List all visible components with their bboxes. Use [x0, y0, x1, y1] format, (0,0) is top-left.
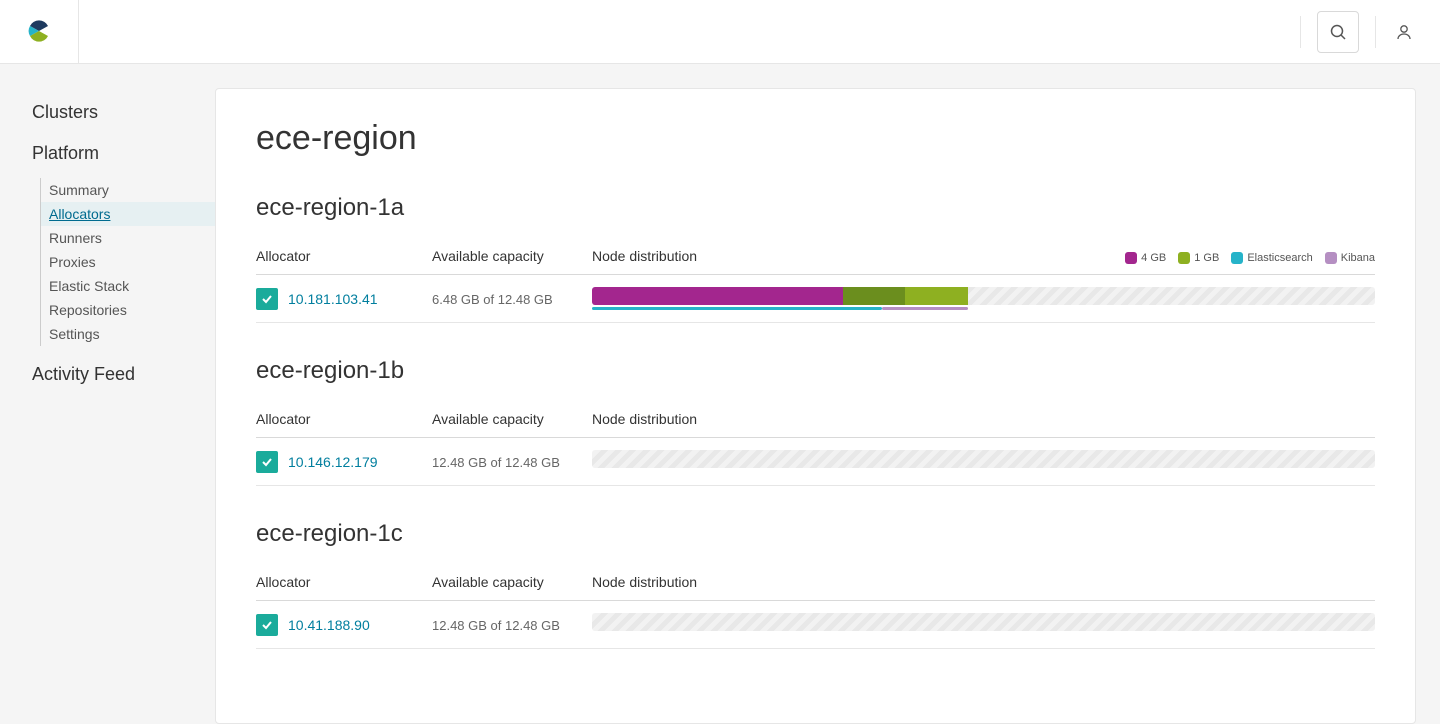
- legend-1gb: 1 GB: [1178, 252, 1219, 264]
- status-ok-badge: [256, 614, 278, 636]
- header-divider: [1300, 16, 1301, 48]
- col-header-distribution: Node distribution 4 GB 1 GB Elasticsearc…: [592, 240, 1375, 275]
- distribution-segment: [905, 287, 968, 305]
- logo[interactable]: [0, 0, 79, 64]
- status-ok-badge: [256, 451, 278, 473]
- elastic-logo-icon: [26, 19, 52, 45]
- page-title: ece-region: [256, 119, 1375, 158]
- check-icon: [260, 292, 274, 306]
- distribution-underline: [882, 307, 968, 310]
- col-header-allocator: Allocator: [256, 240, 432, 275]
- zone-block: ece-region-1b Allocator Available capaci…: [256, 357, 1375, 486]
- zone-block: ece-region-1c Allocator Available capaci…: [256, 520, 1375, 649]
- col-header-allocator: Allocator: [256, 566, 432, 601]
- allocator-row: 10.181.103.41 6.48 GB of 12.48 GB: [256, 275, 1375, 323]
- nav-sub-proxies[interactable]: Proxies: [41, 250, 215, 274]
- distribution-underline: [592, 307, 882, 310]
- available-capacity: 12.48 GB of 12.48 GB: [432, 455, 560, 470]
- header: [0, 0, 1440, 64]
- check-icon: [260, 618, 274, 632]
- nav-sub-allocators[interactable]: Allocators: [41, 202, 215, 226]
- search-icon: [1329, 23, 1347, 41]
- col-header-distribution: Node distribution: [592, 403, 1375, 438]
- col-header-capacity: Available capacity: [432, 566, 592, 601]
- col-header-capacity: Available capacity: [432, 240, 592, 275]
- col-header-distribution: Node distribution: [592, 566, 1375, 601]
- user-icon: [1395, 23, 1413, 41]
- allocator-link[interactable]: 10.181.103.41: [288, 291, 378, 307]
- allocator-table: Allocator Available capacity Node distri…: [256, 403, 1375, 486]
- nav-sub-runners[interactable]: Runners: [41, 226, 215, 250]
- nav-platform[interactable]: Platform: [0, 133, 215, 174]
- check-icon: [260, 455, 274, 469]
- legend-elasticsearch: Elasticsearch: [1231, 252, 1312, 264]
- allocator-row: 10.41.188.90 12.48 GB of 12.48 GB: [256, 601, 1375, 649]
- col-header-capacity: Available capacity: [432, 403, 592, 438]
- distribution-segment: [592, 287, 843, 305]
- user-menu-button[interactable]: [1392, 20, 1416, 44]
- node-distribution-bar: [592, 450, 1375, 473]
- available-capacity: 6.48 GB of 12.48 GB: [432, 292, 553, 307]
- legend-4gb: 4 GB: [1125, 252, 1166, 264]
- zone-title: ece-region-1c: [256, 520, 1375, 548]
- nav-platform-subgroup: Summary Allocators Runners Proxies Elast…: [40, 178, 215, 346]
- distribution-segment: [843, 287, 906, 305]
- allocator-table: Allocator Available capacity Node distri…: [256, 240, 1375, 323]
- nav-sub-elastic-stack[interactable]: Elastic Stack: [41, 274, 215, 298]
- node-distribution-bar: [592, 613, 1375, 636]
- legend-kibana: Kibana: [1325, 252, 1375, 264]
- sidebar: Clusters Platform Summary Allocators Run…: [0, 64, 215, 723]
- header-divider: [1375, 16, 1376, 48]
- nav-sub-settings[interactable]: Settings: [41, 322, 215, 346]
- allocator-table: Allocator Available capacity Node distri…: [256, 566, 1375, 649]
- nav-sub-summary[interactable]: Summary: [41, 178, 215, 202]
- col-header-allocator: Allocator: [256, 403, 432, 438]
- allocator-link[interactable]: 10.41.188.90: [288, 617, 370, 633]
- zone-title: ece-region-1b: [256, 357, 1375, 385]
- available-capacity: 12.48 GB of 12.48 GB: [432, 618, 560, 633]
- search-button[interactable]: [1317, 11, 1359, 53]
- main: ece-region ece-region-1a Allocator Avail…: [215, 64, 1440, 723]
- allocator-row: 10.146.12.179 12.48 GB of 12.48 GB: [256, 438, 1375, 486]
- status-ok-badge: [256, 288, 278, 310]
- node-distribution-legend: 4 GB 1 GB Elasticsearch Kibana: [1125, 252, 1375, 264]
- node-distribution-bar: [592, 287, 1375, 310]
- nav-sub-repositories[interactable]: Repositories: [41, 298, 215, 322]
- zone-block: ece-region-1a Allocator Available capaci…: [256, 194, 1375, 323]
- allocator-link[interactable]: 10.146.12.179: [288, 454, 378, 470]
- zone-title: ece-region-1a: [256, 194, 1375, 222]
- content-panel: ece-region ece-region-1a Allocator Avail…: [215, 88, 1416, 724]
- nav-clusters[interactable]: Clusters: [0, 92, 215, 133]
- nav-activity-feed[interactable]: Activity Feed: [0, 354, 215, 395]
